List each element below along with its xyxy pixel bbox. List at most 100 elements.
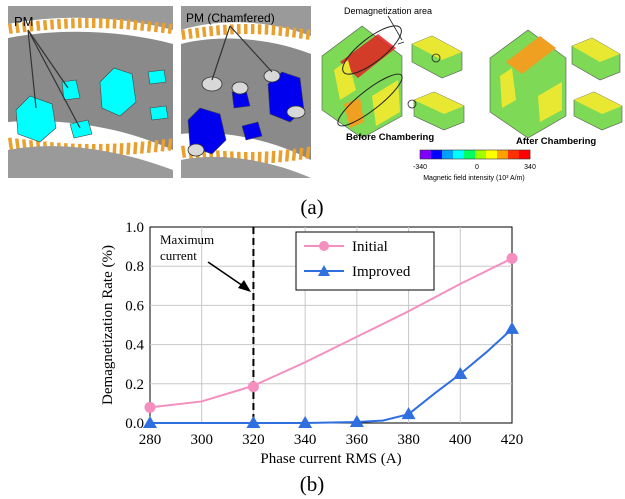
y-tick-label: 0.4	[125, 338, 144, 354]
stator-tooth	[21, 22, 27, 33]
stator-tooth	[126, 142, 131, 155]
stator-tooth	[105, 18, 110, 29]
colorbar-max-label: 340	[524, 164, 536, 171]
x-tick-label: 340	[294, 432, 317, 448]
pm-magnet-chamfered	[241, 121, 263, 141]
stator-tooth	[85, 18, 89, 29]
pm-leader-lines	[27, 29, 81, 129]
legend: Initial Improved	[295, 231, 435, 291]
stator-tooth	[236, 24, 241, 35]
legend-marker-initial	[319, 241, 329, 251]
x-tick-label: 360	[346, 432, 369, 448]
stator-tooth	[195, 27, 200, 38]
colorbar-segment	[508, 150, 520, 159]
series-line-initial	[149, 257, 513, 409]
data-point-improved	[298, 416, 313, 428]
stator-tooth	[126, 19, 131, 30]
stator-tooth	[140, 20, 145, 31]
legend-label-improved: Improved	[352, 264, 411, 280]
annotation-arrow-head	[238, 280, 251, 292]
stator-tooth	[271, 150, 276, 164]
annotation-line-1: Maximum	[160, 232, 214, 247]
colorbar	[419, 149, 531, 160]
motor-section-chamfered	[181, 6, 311, 178]
pm-label: PM	[14, 14, 34, 29]
data-point-improved	[143, 416, 157, 428]
data-point-improved	[349, 415, 364, 428]
pm-magnet	[149, 105, 169, 121]
y-tick-labels: 0.0 0.2 0.4 0.6 0.8 1.0	[125, 220, 144, 432]
data-point-improved	[246, 416, 261, 428]
x-tick-label: 320	[242, 432, 265, 448]
motor-section-original	[8, 6, 173, 178]
legend-marker-improved	[318, 265, 330, 276]
x-tick-label: 400	[449, 432, 472, 448]
demag-area-label: Demagnetization area	[344, 6, 432, 16]
stator-tooth	[112, 143, 117, 156]
colorbar-mid-label: 0	[475, 164, 479, 171]
stator-tooth	[285, 26, 290, 37]
pm-magnet	[69, 119, 93, 139]
stator-tooth	[209, 25, 214, 37]
stator-tooth	[291, 27, 297, 38]
field-map-after	[489, 29, 567, 139]
stator-tooth	[119, 143, 124, 156]
stator-tooth	[43, 20, 48, 31]
colorbar-segment	[486, 150, 498, 159]
stator-tooth	[181, 145, 187, 158]
legend-label-initial: Initial	[352, 239, 388, 255]
stator-tooth	[284, 149, 290, 162]
pm-magnet	[99, 67, 137, 117]
stator-tooth	[278, 25, 283, 37]
y-tick-label: 0.8	[125, 259, 144, 275]
colorbar-title: Magnetic field intensity (10³ A/m)	[423, 175, 525, 182]
stator-tooth	[153, 140, 159, 153]
x-tick-labels: 280 300 320 340 360 380 400 420	[139, 432, 524, 448]
data-point-improved	[453, 367, 468, 379]
stator-tooth	[167, 23, 173, 34]
x-tick-label: 280	[139, 432, 162, 448]
stator-tooth	[14, 138, 21, 151]
data-point-initial	[144, 401, 156, 413]
stator-tooth	[298, 28, 304, 39]
field-map-before-small	[407, 35, 465, 131]
field-map-after-small	[571, 37, 623, 131]
series-line-improved	[150, 328, 513, 424]
pm-chamfered-label: PM (Chamfered)	[186, 11, 275, 25]
data-point-initial	[506, 252, 518, 264]
figure-panel-a: PM PM (Chamfered)	[8, 6, 623, 219]
pm-chamfered-leader-lines	[211, 25, 273, 81]
pm-magnet	[147, 69, 167, 85]
stator-tooth	[119, 18, 124, 30]
caption-a: (a)	[300, 195, 323, 219]
y-tick-label: 0.2	[125, 377, 144, 393]
stator-tooth	[139, 141, 145, 154]
stator-tooth	[112, 18, 117, 29]
stator-tooth	[257, 151, 262, 164]
stator-tooth	[291, 148, 297, 161]
data-point-improved	[401, 407, 416, 420]
stator-tooth	[133, 142, 138, 155]
stator-tooth	[8, 23, 13, 34]
stator-tooth	[160, 22, 166, 34]
data-point-improved	[505, 321, 519, 334]
stator-tooth	[264, 24, 269, 35]
stator-tooth	[147, 21, 152, 32]
before-label: Before Chambering	[346, 132, 434, 143]
colorbar-segment	[475, 150, 487, 159]
y-axis-label: Demagnetization Rate (%)	[100, 245, 116, 405]
stator-tooth	[264, 151, 269, 164]
stator-tooth	[98, 18, 103, 29]
stator-tooth	[271, 25, 276, 36]
annotation-arrow-line	[207, 261, 247, 289]
y-tick-label: 0.0	[125, 416, 144, 432]
y-tick-label: 0.6	[125, 298, 144, 314]
stator-tooth	[133, 19, 138, 31]
stator-tooth	[305, 146, 311, 159]
colorbar-segment	[464, 150, 476, 159]
colorbar-segment	[442, 150, 454, 159]
colorbar-segment	[431, 150, 443, 159]
x-axis-label: Phase current RMS (A)	[260, 451, 401, 467]
stator-tooth	[78, 18, 82, 29]
x-tick-label: 420	[501, 432, 524, 448]
